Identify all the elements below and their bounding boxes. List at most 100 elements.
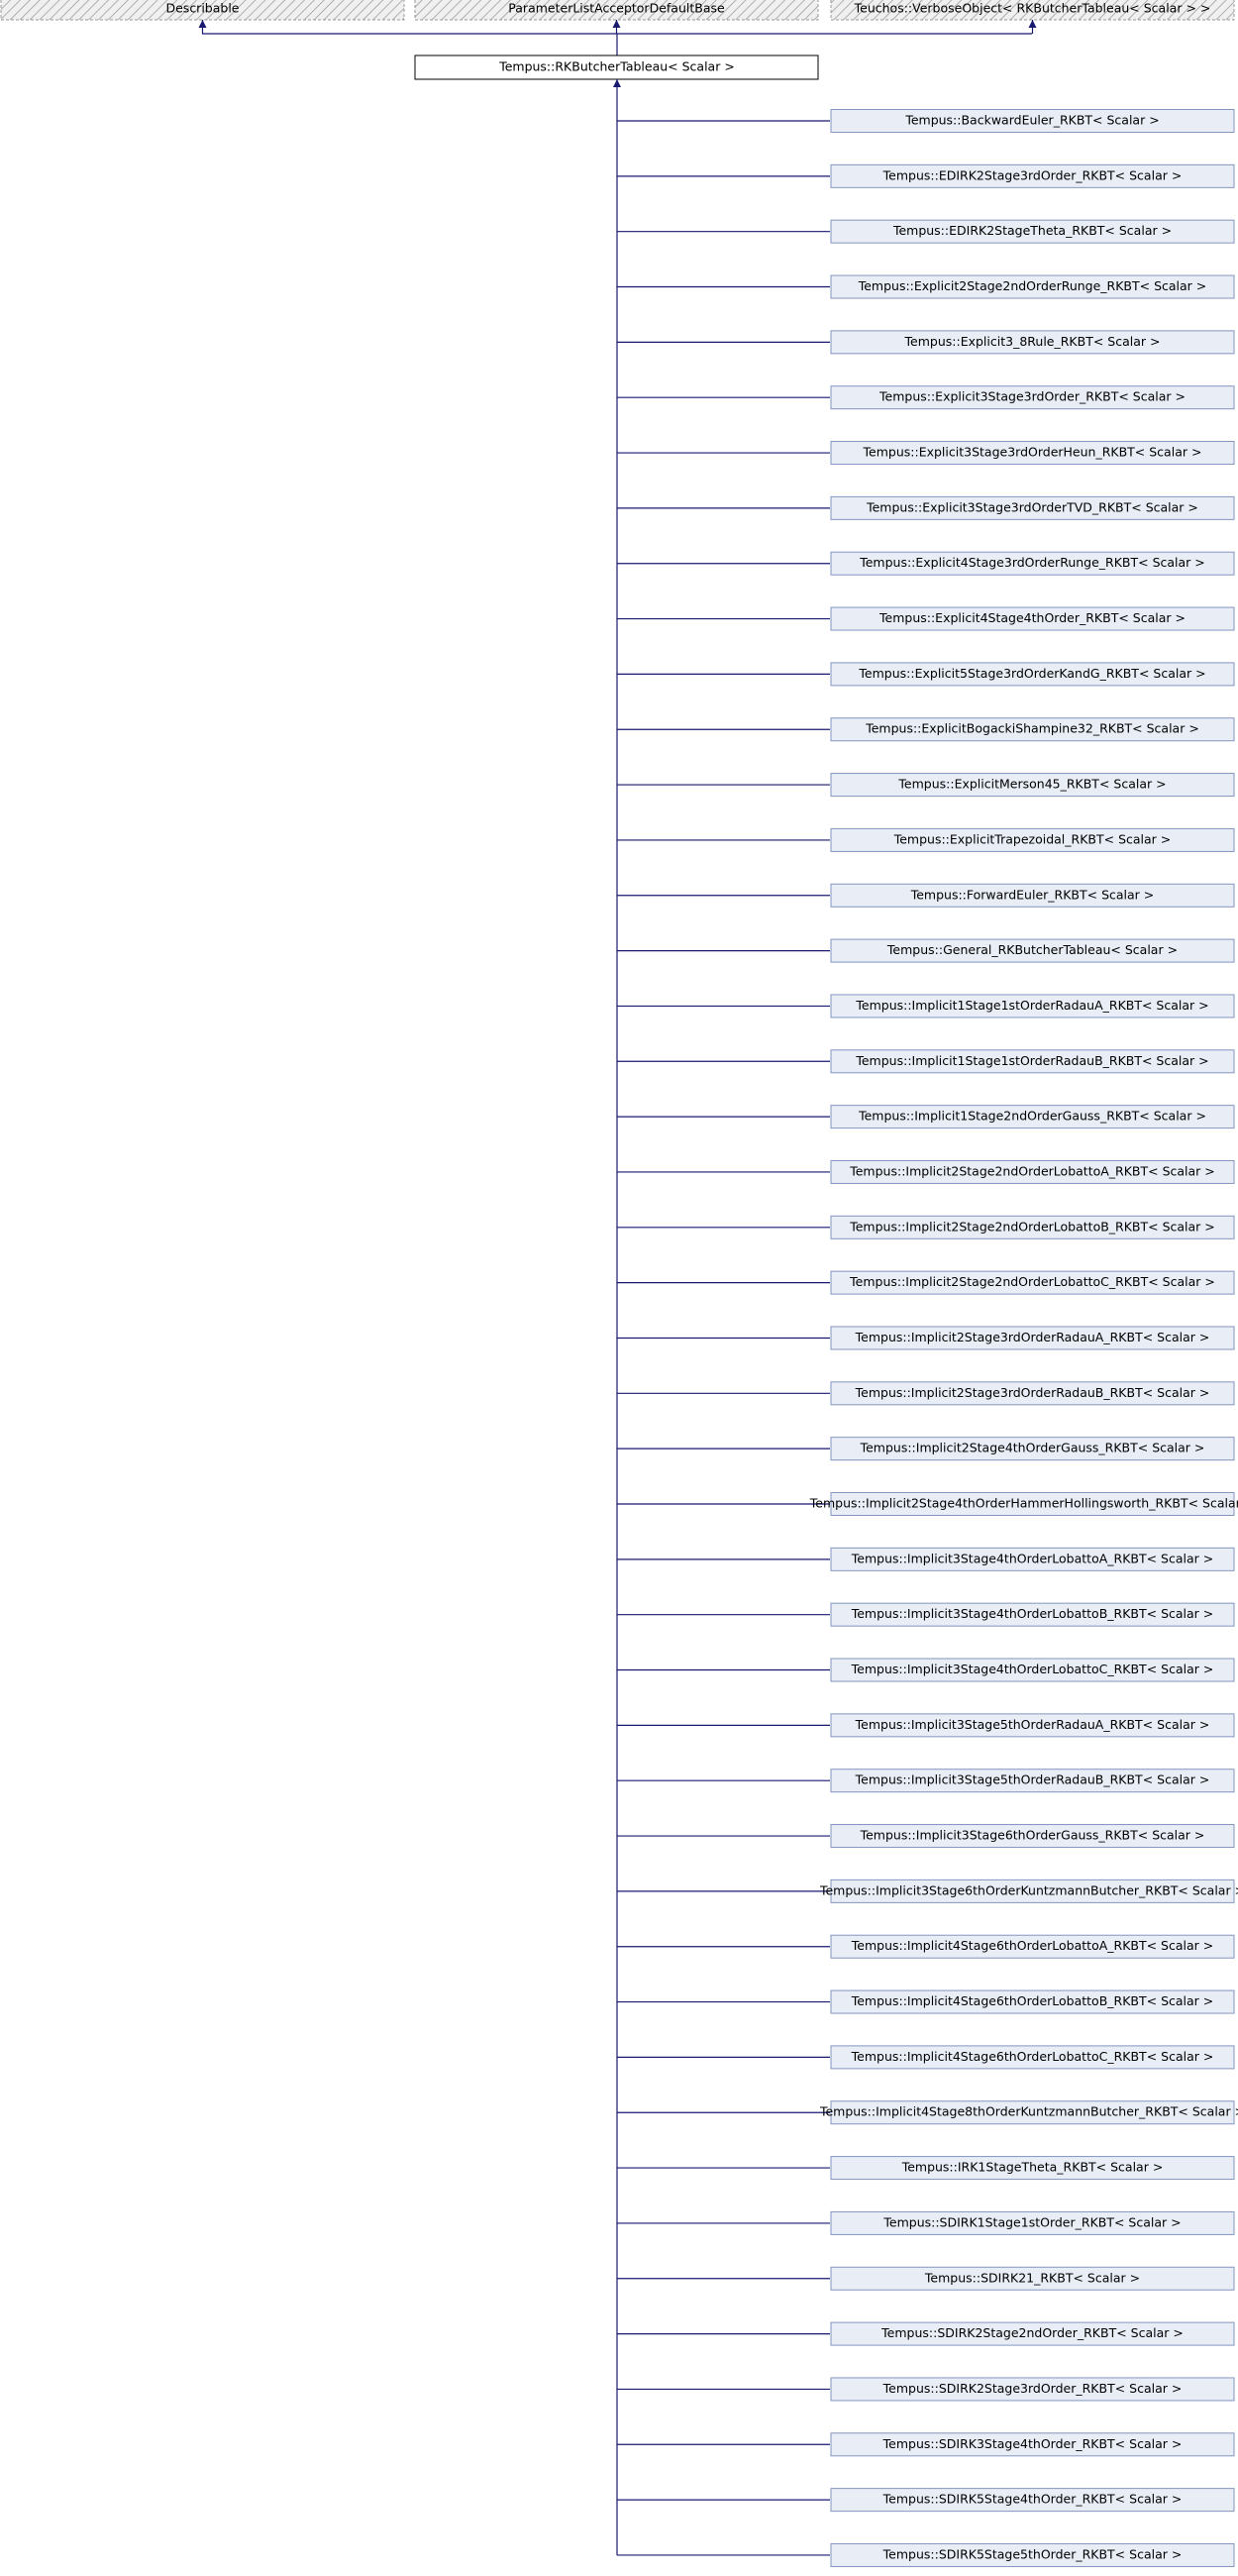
derived-class-box[interactable] [830, 938, 1235, 963]
derived-class-label: Tempus::Explicit3_8Rule_RKBT< Scalar > [904, 334, 1161, 349]
derived-class-box[interactable] [830, 883, 1235, 908]
derived-class-box[interactable] [830, 1105, 1235, 1129]
class-box [414, 54, 819, 80]
arrow-head [1028, 20, 1037, 28]
derived-class-box[interactable] [830, 717, 1235, 742]
derived-class-label: Tempus::General_RKButcherTableau< Scalar… [886, 942, 1178, 957]
derived-class-box[interactable] [830, 1270, 1235, 1295]
derived-class-label: Tempus::Implicit2Stage2ndOrderLobattoA_R… [849, 1163, 1215, 1178]
derived-class-box[interactable] [830, 1326, 1235, 1350]
base-class-label: Teuchos::VerboseObject< RKButcherTableau… [854, 1, 1211, 16]
derived-class-label: Tempus::Explicit2Stage2ndOrderRunge_RKBT… [858, 278, 1207, 293]
derived-class-box[interactable] [830, 1658, 1235, 1682]
derived-class-box[interactable] [830, 330, 1235, 355]
derived-class-box[interactable] [830, 662, 1235, 687]
base-class-box [0, 0, 405, 21]
derived-class-label: Tempus::SDIRK5Stage4thOrder_RKBT< Scalar… [882, 2492, 1183, 2507]
derived-class-box[interactable] [830, 109, 1235, 133]
derived-class-label: Tempus::SDIRK1Stage1stOrder_RKBT< Scalar… [882, 2214, 1181, 2229]
derived-class-label: Tempus::Implicit3Stage6thOrderKuntzmannB… [819, 1882, 1238, 1897]
derived-class-label: Tempus::Implicit2Stage4thOrderHammerHoll… [809, 1496, 1238, 1511]
derived-class-label: Tempus::Implicit2Stage2ndOrderLobattoC_R… [849, 1274, 1215, 1289]
derived-class-label: Tempus::Implicit2Stage3rdOrderRadauB_RKB… [855, 1385, 1210, 1400]
derived-class-box[interactable] [830, 1769, 1235, 1793]
derived-class-label: Tempus::Explicit4Stage3rdOrderRunge_RKBT… [859, 555, 1205, 570]
derived-class-box[interactable] [830, 385, 1235, 410]
base-class-box [414, 0, 819, 21]
derived-class-label: Tempus::SDIRK21_RKBT< Scalar > [924, 2270, 1140, 2285]
derived-class-label: Tempus::Implicit4Stage6thOrderLobattoC_R… [851, 2049, 1214, 2064]
class-label: Tempus::RKButcherTableau< Scalar > [498, 59, 735, 74]
derived-class-box[interactable] [830, 495, 1235, 520]
derived-class-box[interactable] [830, 827, 1235, 852]
derived-class-label: Tempus::SDIRK5Stage5thOrder_RKBT< Scalar… [882, 2546, 1183, 2561]
derived-class-label: Tempus::BackwardEuler_RKBT< Scalar > [904, 113, 1159, 128]
derived-class-box[interactable] [830, 994, 1235, 1019]
derived-class-box[interactable] [830, 163, 1235, 188]
derived-class-box[interactable] [830, 606, 1235, 631]
derived-class-box[interactable] [830, 1492, 1235, 1516]
derived-class-box[interactable] [830, 1713, 1235, 1738]
derived-class-label: Tempus::Explicit5Stage3rdOrderKandG_RKBT… [858, 666, 1205, 681]
derived-class-label: Tempus::Explicit3Stage3rdOrderTVD_RKBT< … [866, 499, 1198, 514]
derived-class-box[interactable] [830, 1159, 1235, 1184]
derived-class-label: Tempus::Implicit3Stage6thOrderGauss_RKBT… [860, 1828, 1205, 1843]
derived-class-label: Tempus::Implicit4Stage8thOrderKuntzmannB… [819, 2104, 1238, 2119]
derived-class-label: Tempus::Implicit1Stage1stOrderRadauB_RKB… [855, 1053, 1208, 1068]
derived-class-label: Tempus::Implicit4Stage6thOrderLobattoB_R… [851, 1993, 1214, 2008]
derived-class-label: Tempus::Implicit2Stage4thOrderGauss_RKBT… [860, 1441, 1205, 1455]
arrow-head [612, 20, 621, 28]
derived-class-box[interactable] [830, 2266, 1235, 2291]
derived-class-box[interactable] [830, 219, 1235, 244]
derived-class-box[interactable] [830, 1215, 1235, 1239]
base-class-label: ParameterListAcceptorDefaultBase [508, 1, 725, 16]
derived-class-box[interactable] [830, 1381, 1235, 1406]
derived-class-label: Tempus::SDIRK3Stage4thOrder_RKBT< Scalar… [882, 2436, 1183, 2451]
derived-class-box[interactable] [830, 2377, 1235, 2402]
derived-class-box[interactable] [830, 1934, 1235, 1959]
derived-class-label: Tempus::Implicit1Stage2ndOrderGauss_RKBT… [858, 1109, 1206, 1124]
derived-class-box[interactable] [830, 1049, 1235, 1074]
derived-class-label: Tempus::ExplicitMerson45_RKBT< Scalar > [897, 777, 1166, 792]
derived-class-label: Tempus::ExplicitTrapezoidal_RKBT< Scalar… [893, 831, 1172, 846]
derived-class-box[interactable] [830, 773, 1235, 798]
derived-class-label: Tempus::Implicit3Stage5thOrderRadauB_RKB… [855, 1772, 1210, 1787]
derived-class-box[interactable] [830, 551, 1235, 576]
derived-class-label: Tempus::EDIRK2StageTheta_RKBT< Scalar > [892, 223, 1172, 238]
derived-class-box[interactable] [830, 274, 1235, 299]
derived-class-label: Tempus::Implicit2Stage2ndOrderLobattoB_R… [849, 1219, 1215, 1234]
derived-class-box[interactable] [830, 1437, 1235, 1461]
derived-class-label: Tempus::Explicit3Stage3rdOrderHeun_RKBT<… [863, 445, 1202, 460]
derived-class-label: Tempus::EDIRK2Stage3rdOrder_RKBT< Scalar… [882, 167, 1183, 182]
derived-class-label: Tempus::IRK1StageTheta_RKBT< Scalar > [901, 2160, 1164, 2175]
derived-class-label: Tempus::SDIRK2Stage2ndOrder_RKBT< Scalar… [880, 2325, 1184, 2340]
derived-class-box[interactable] [830, 1547, 1235, 1571]
derived-class-box[interactable] [830, 2045, 1235, 2070]
derived-class-label: Tempus::Implicit3Stage4thOrderLobattoB_R… [851, 1606, 1214, 1621]
derived-class-box[interactable] [830, 2488, 1235, 2513]
derived-class-label: Tempus::Implicit3Stage4thOrderLobattoC_R… [851, 1662, 1214, 1676]
arrow-head [613, 79, 621, 87]
derived-class-box[interactable] [830, 1602, 1235, 1627]
derived-class-box[interactable] [830, 441, 1235, 466]
derived-class-box[interactable] [830, 2100, 1235, 2125]
derived-class-label: Tempus::Implicit3Stage4thOrderLobattoA_R… [851, 1551, 1214, 1565]
derived-class-box[interactable] [830, 1878, 1235, 1903]
arrow-head [198, 20, 207, 28]
derived-class-box[interactable] [830, 2321, 1235, 2346]
derived-class-label: Tempus::Explicit3Stage3rdOrder_RKBT< Sca… [878, 389, 1186, 404]
derived-class-box[interactable] [830, 1989, 1235, 2014]
derived-class-box[interactable] [830, 1824, 1235, 1849]
derived-class-label: Tempus::Implicit4Stage6thOrderLobattoA_R… [851, 1938, 1214, 1953]
base-class-box [830, 0, 1235, 21]
derived-class-box[interactable] [830, 2210, 1235, 2235]
base-class-label: Describable [165, 1, 239, 16]
derived-class-label: Tempus::ExplicitBogackiShampine32_RKBT< … [865, 721, 1199, 736]
derived-class-box[interactable] [830, 2542, 1235, 2567]
derived-class-box[interactable] [830, 2432, 1235, 2457]
derived-class-box[interactable] [830, 2156, 1235, 2181]
derived-class-label: Tempus::Implicit2Stage3rdOrderRadauA_RKB… [855, 1330, 1210, 1344]
derived-class-label: Tempus::Implicit3Stage5thOrderRadauA_RKB… [855, 1717, 1210, 1732]
derived-class-label: Tempus::SDIRK2Stage3rdOrder_RKBT< Scalar… [882, 2381, 1183, 2396]
